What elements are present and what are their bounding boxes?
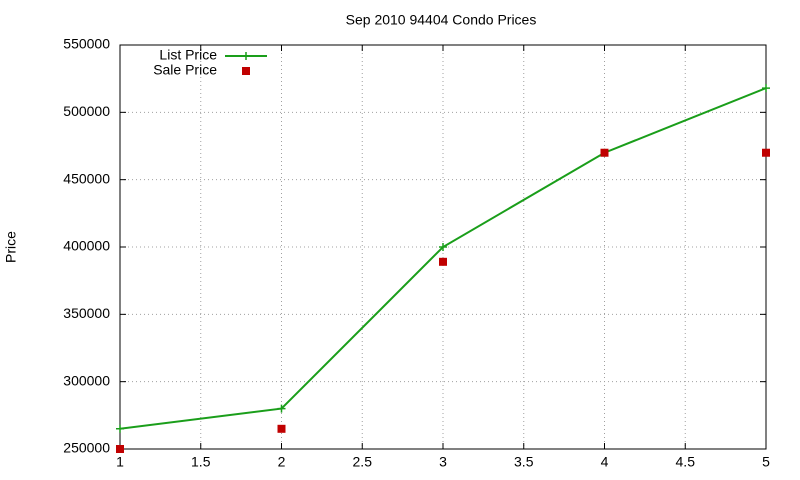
point [277,404,286,413]
y-tick-label: 550000 [63,36,110,52]
y-tick-label: 300000 [63,372,110,388]
legend-label: Sale Price [153,62,217,78]
point [762,148,770,157]
chart-title: Sep 2010 94404 Condo Prices [346,12,537,28]
y-tick-label: 500000 [63,103,110,119]
y-tick-label: 250000 [63,440,110,456]
point [439,257,447,266]
y-tick-label: 350000 [63,305,110,321]
point [600,148,609,157]
x-tick-label: 3.5 [514,454,534,470]
x-tick-label: 4 [601,454,609,470]
point [439,243,447,251]
point [242,67,250,75]
y-axis-label: Price [3,231,19,263]
x-tick-label: 2.5 [353,454,373,470]
point [242,52,250,60]
point [277,424,286,433]
point [116,424,124,433]
x-tick-label: 2 [278,454,286,470]
plot-frame [119,44,767,450]
x-tick-label: 1.5 [191,454,211,470]
y-tick-label: 400000 [63,238,110,254]
x-tick-label: 3 [439,454,447,470]
point [762,84,770,93]
point [116,445,124,453]
x-tick-label: 4.5 [676,454,696,470]
y-tick-label: 450000 [63,170,110,186]
x-tick-label: 5 [762,454,770,470]
legend-label: List Price [159,47,217,63]
x-tick-label: 1 [116,454,124,470]
